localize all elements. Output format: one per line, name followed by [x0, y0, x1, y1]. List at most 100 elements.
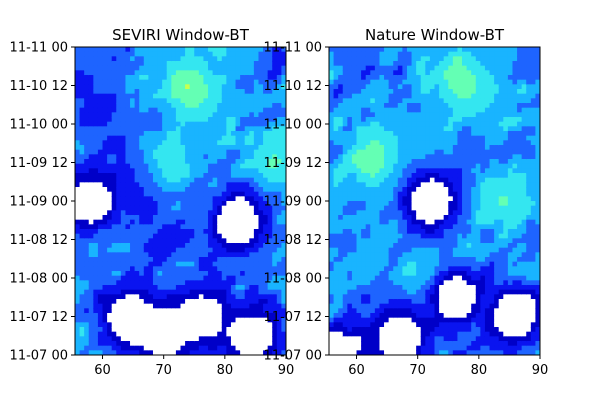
heatmap-cell — [276, 107, 283, 113]
heatmap-cell — [443, 247, 449, 253]
heatmap-cell — [253, 219, 260, 225]
heatmap-cell — [189, 75, 195, 81]
heatmap-cell — [93, 196, 99, 202]
heatmap-cell — [379, 131, 385, 137]
heatmap-cell — [329, 229, 335, 235]
heatmap-cell — [448, 219, 454, 225]
heatmap-cell — [333, 121, 339, 127]
heatmap-cell — [93, 191, 99, 197]
heatmap-cell — [416, 191, 422, 197]
heatmap-cell — [244, 173, 250, 179]
heatmap-cell — [429, 327, 436, 333]
heatmap-cell — [93, 327, 99, 333]
heatmap-cell — [148, 191, 154, 197]
heatmap-cell — [425, 112, 431, 118]
heatmap-cell — [230, 327, 237, 333]
heatmap-cell — [452, 56, 459, 62]
heatmap-cell — [267, 205, 273, 211]
heatmap-cell — [166, 205, 172, 211]
heatmap-cell — [75, 289, 81, 295]
heatmap-cell — [429, 56, 436, 62]
heatmap-cell — [443, 229, 449, 235]
heatmap-cell — [97, 257, 104, 263]
heatmap-cell — [244, 303, 250, 309]
heatmap-cell — [235, 280, 241, 286]
heatmap-cell — [152, 257, 159, 263]
heatmap-cell — [107, 247, 113, 253]
heatmap-cell — [384, 224, 390, 230]
heatmap-cell — [379, 140, 385, 146]
heatmap-cell — [258, 103, 264, 109]
heatmap-cell — [406, 84, 413, 90]
heatmap-cell — [333, 177, 339, 183]
heatmap-cell — [365, 238, 371, 244]
heatmap-cell — [203, 271, 209, 277]
heatmap-cell — [130, 224, 136, 230]
heatmap-cell — [240, 303, 246, 309]
heatmap-cell — [230, 331, 237, 337]
heatmap-cell — [338, 336, 344, 342]
heatmap-cell — [347, 196, 353, 202]
heatmap-cell — [244, 159, 250, 165]
heatmap-cell — [120, 196, 127, 202]
heatmap-cell — [329, 196, 335, 202]
heatmap-cell — [139, 266, 145, 272]
heatmap-cell — [171, 303, 177, 309]
heatmap-cell — [420, 224, 426, 230]
heatmap-cell — [75, 299, 81, 305]
heatmap-cell — [230, 210, 237, 216]
heatmap-cell — [226, 89, 232, 95]
heatmap-cell — [226, 47, 232, 53]
heatmap-cell — [258, 140, 264, 146]
heatmap-cell — [79, 201, 85, 207]
heatmap-cell — [221, 341, 227, 347]
heatmap-cell — [402, 75, 408, 81]
heatmap-cell — [125, 275, 131, 281]
heatmap-cell — [198, 103, 205, 109]
heatmap-cell — [263, 112, 269, 118]
heatmap-cell — [221, 275, 227, 281]
heatmap-cell — [111, 154, 117, 160]
heatmap-cell — [379, 61, 385, 67]
heatmap-cell — [356, 285, 362, 291]
heatmap-cell — [365, 112, 371, 118]
heatmap-cell — [420, 313, 426, 319]
heatmap-cell — [198, 173, 205, 179]
heatmap-cell — [180, 219, 186, 225]
heatmap-cell — [152, 327, 159, 333]
heatmap-cell — [139, 238, 145, 244]
heatmap-cell — [134, 163, 140, 169]
heatmap-cell — [393, 145, 399, 151]
heatmap-cell — [175, 261, 182, 267]
heatmap-cell — [434, 112, 440, 118]
heatmap-cell — [75, 229, 81, 235]
heatmap-cell — [134, 201, 140, 207]
heatmap-cell — [175, 299, 182, 305]
heatmap-cell — [212, 93, 218, 99]
heatmap-cell — [342, 103, 348, 109]
heatmap-cell — [185, 313, 191, 319]
heatmap-cell — [361, 327, 367, 333]
heatmap-cell — [93, 56, 99, 62]
heatmap-cell — [175, 322, 182, 328]
heatmap-cell — [208, 247, 214, 253]
heatmap-cell — [416, 327, 422, 333]
heatmap-cell — [452, 61, 459, 67]
heatmap-cell — [333, 196, 339, 202]
heatmap-cell — [379, 299, 385, 305]
heatmap-cell — [374, 257, 381, 263]
heatmap-cell — [429, 313, 436, 319]
heatmap-cell — [102, 261, 108, 267]
heatmap-cell — [230, 84, 237, 90]
heatmap-cell — [361, 51, 367, 57]
heatmap-cell — [342, 280, 348, 286]
heatmap-cell — [402, 313, 408, 319]
heatmap-cell — [443, 168, 449, 174]
heatmap-cell — [351, 341, 358, 347]
heatmap-cell — [221, 303, 227, 309]
heatmap-cell — [249, 247, 255, 253]
heatmap-cell — [180, 205, 186, 211]
heatmap-cell — [425, 89, 431, 95]
heatmap-cell — [448, 350, 454, 355]
heatmap-cell — [457, 261, 463, 267]
